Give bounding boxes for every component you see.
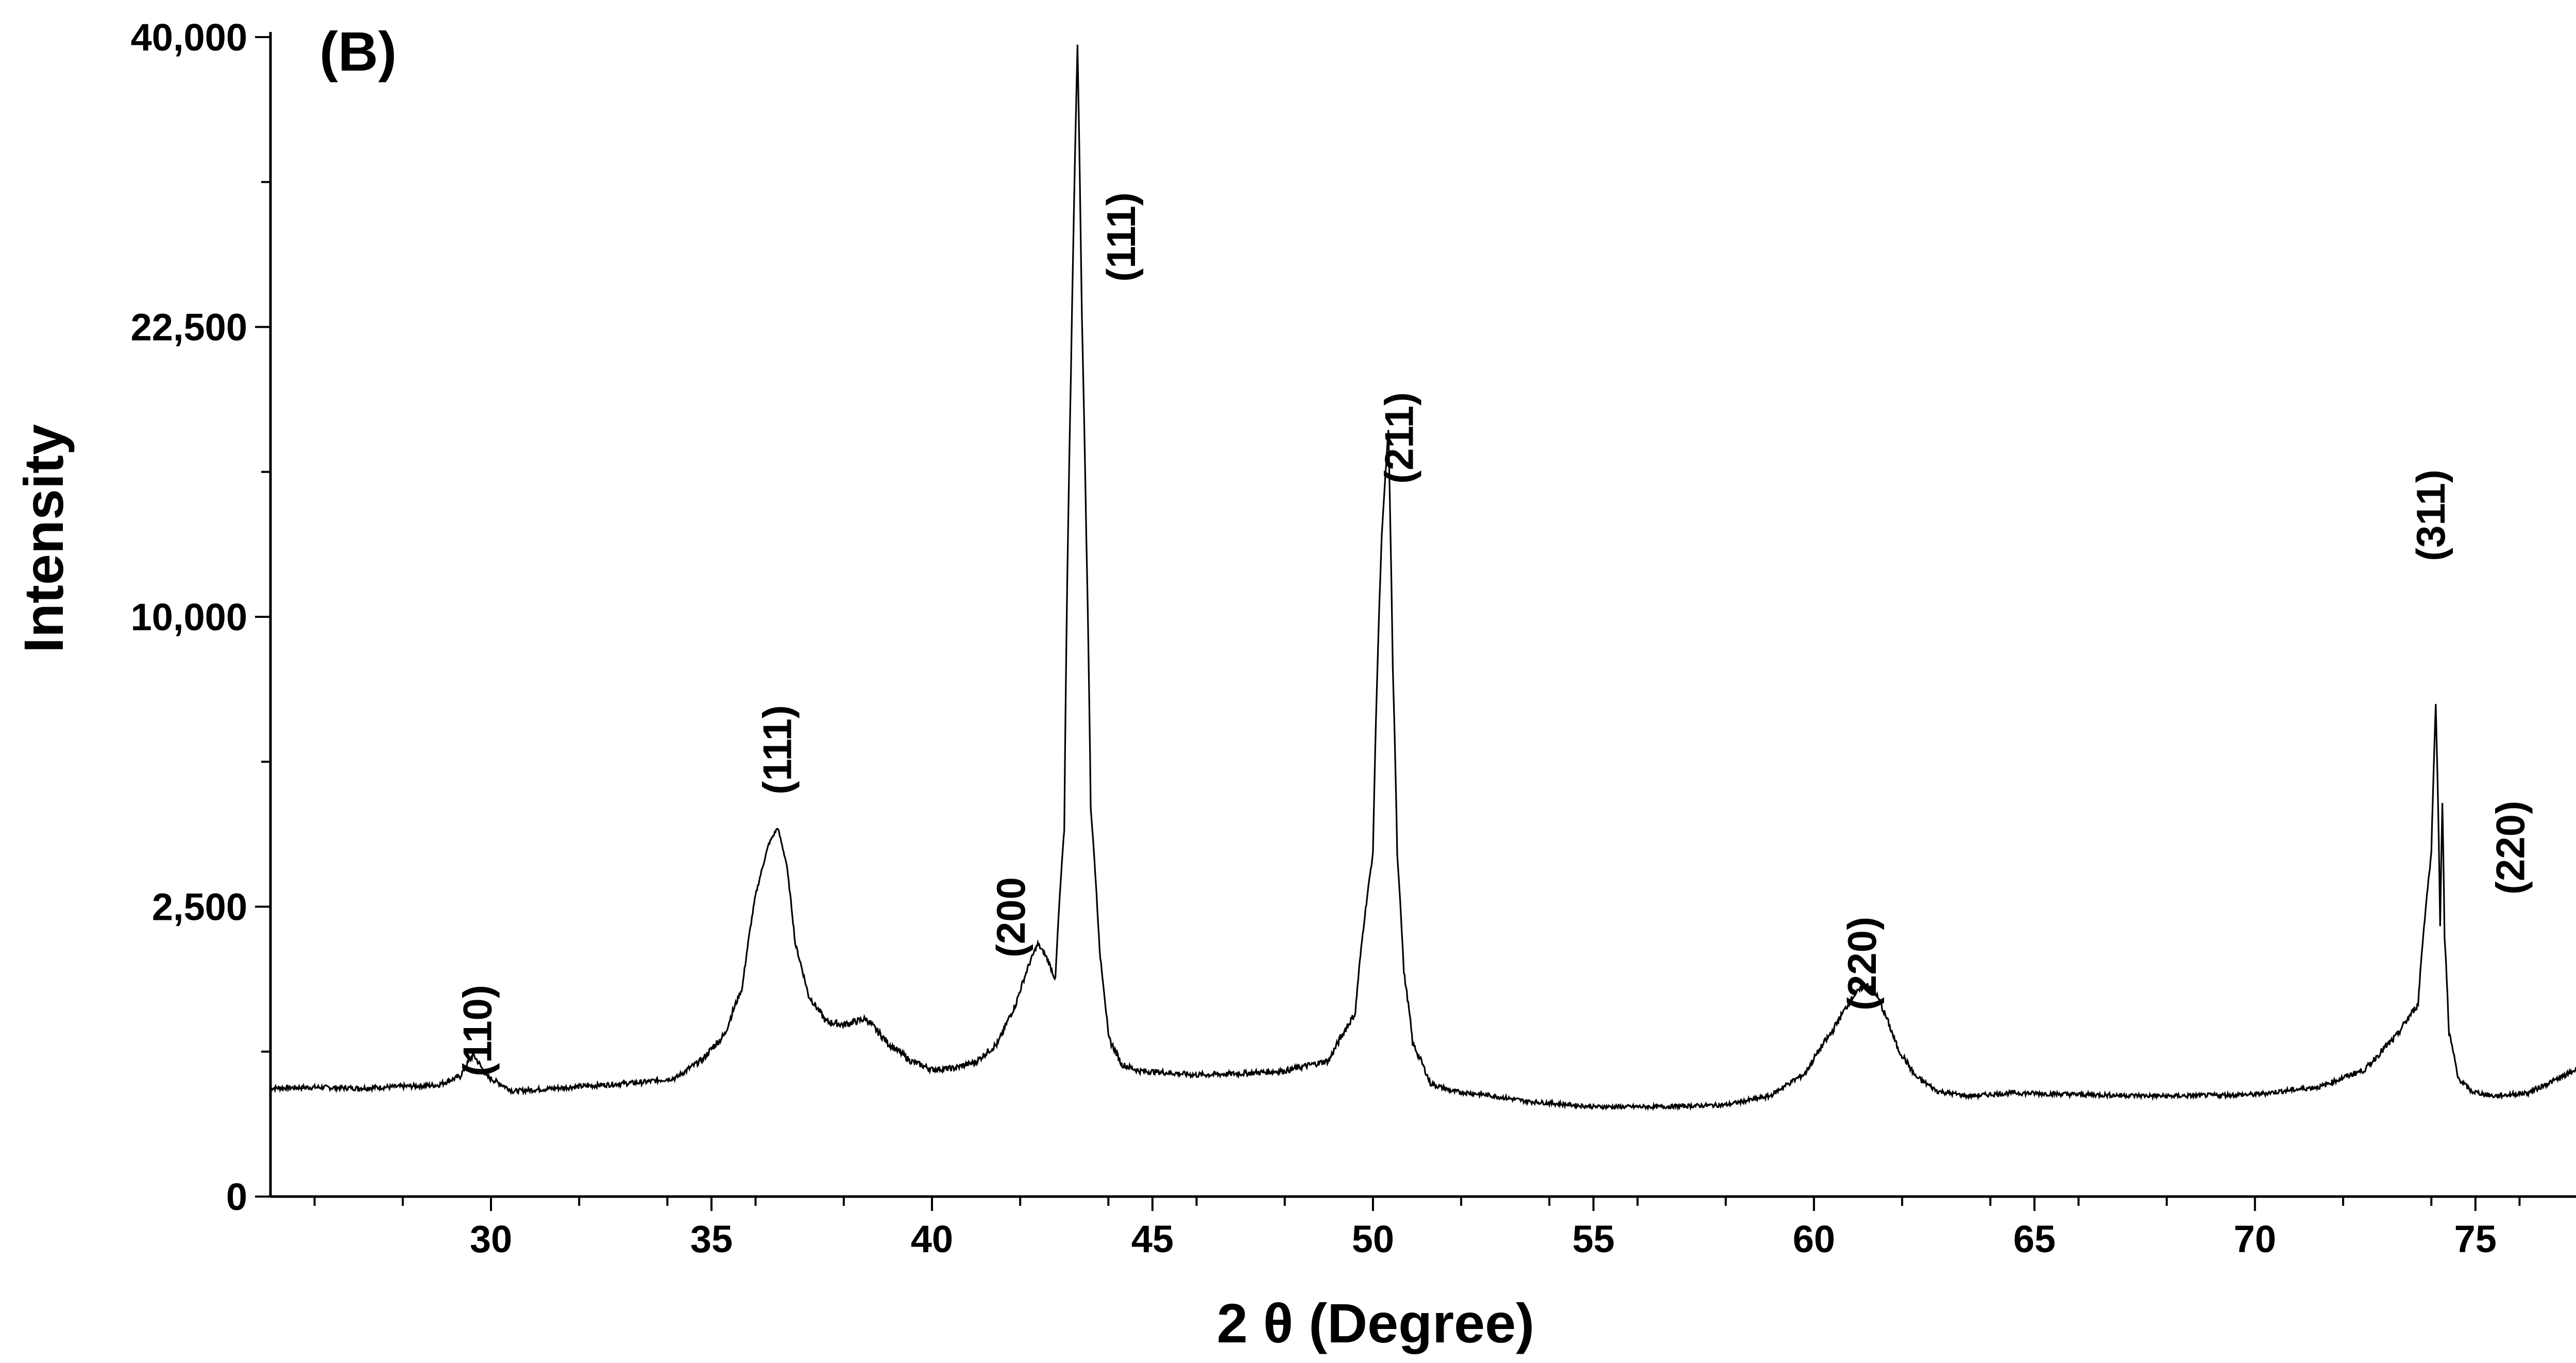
- x-tick-label: 75: [2454, 1218, 2497, 1260]
- peak-label: (220): [1839, 917, 1885, 1011]
- peak-label: (111): [1098, 192, 1144, 281]
- x-tick-label: 35: [690, 1218, 733, 1260]
- plot-area: [270, 44, 2576, 1112]
- x-tick-label: 45: [1131, 1218, 1174, 1260]
- peak-label: (111): [754, 705, 800, 794]
- x-tick-label: 50: [1352, 1218, 1394, 1260]
- y-tick-label: 22,500: [131, 306, 247, 349]
- peak-label: (211): [1376, 392, 1421, 484]
- peak-label: (311): [2408, 469, 2453, 561]
- x-tick-label: 55: [1572, 1218, 1615, 1260]
- x-tick-label: 60: [1793, 1218, 1835, 1260]
- x-tick-label: 65: [2013, 1218, 2056, 1260]
- panel-label: (B): [319, 20, 397, 82]
- y-tick-label: 0: [226, 1175, 247, 1218]
- peak-label: (110): [454, 985, 500, 1076]
- xrd-pattern-line: [270, 44, 2576, 1112]
- axes: [269, 32, 2576, 1198]
- peak-label: (200: [988, 877, 1033, 957]
- y-axis-title: Intensity: [12, 424, 75, 653]
- x-tick-label: 40: [911, 1218, 953, 1260]
- x-axis-title: 2 θ (Degree): [1217, 1292, 1535, 1354]
- ticks: 30 35 40 45 50 55 60 65 70 75 0 2,500 10,000 22,500 40…: [131, 16, 2521, 1260]
- y-tick-label: 2,500: [152, 886, 247, 929]
- x-tick-label: 30: [470, 1218, 512, 1260]
- peak-label: (220): [2487, 801, 2533, 895]
- y-tick-label: 40,000: [131, 16, 247, 59]
- text-labels: (B) 2 θ (Degree) Intensity (110) (111) (20…: [12, 20, 2533, 1354]
- y-tick-label: 10,000: [131, 596, 247, 638]
- x-tick-label: 70: [2234, 1218, 2276, 1260]
